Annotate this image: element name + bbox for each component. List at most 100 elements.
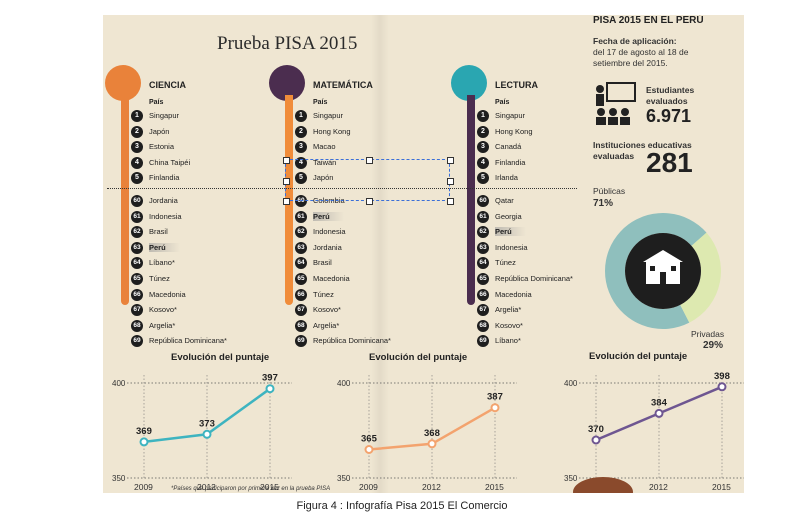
rank-number: 65 [131, 273, 143, 285]
rank-number: 62 [295, 226, 307, 239]
data-label: 397 [262, 373, 278, 384]
y-tick-label: 350 [337, 474, 351, 483]
rank-number: 62 [131, 226, 143, 239]
rank-row: 62 Brasil [131, 226, 168, 239]
rank-row: 3 Canadá [477, 141, 521, 153]
rank-row: 62 Perú [477, 226, 526, 239]
country-name: Kosovo* [149, 305, 177, 315]
donut-slice [680, 232, 721, 323]
rank-number: 2 [295, 125, 307, 138]
rank-row: 69 República Dominicana* [131, 335, 227, 348]
rank-row: 1 Singapur [131, 110, 179, 122]
country-name: Jordania [313, 242, 342, 252]
rank-number: 69 [131, 335, 143, 348]
infographic-title: Prueba PISA 2015 [217, 33, 358, 54]
instituciones-label: Instituciones educativas [593, 140, 692, 150]
country-name: Singapur [313, 110, 344, 120]
score-line-charts: 400 350 369 2009 373 2012 397 2015 400 350 365 2009… [112, 371, 744, 492]
rank-number: 60 [477, 195, 489, 207]
rank-number: 65 [295, 273, 307, 285]
x-tick-label: 2015 [485, 482, 504, 492]
pais-label: País [149, 99, 164, 106]
data-label: 384 [651, 397, 668, 408]
rank-number: 2 [477, 125, 489, 138]
rank-number: 66 [295, 288, 307, 301]
x-tick-label: 2009 [359, 482, 378, 492]
data-point [591, 435, 601, 445]
country-name: Taiwán [313, 157, 337, 167]
rank-row: 65 Macedonia [295, 273, 350, 285]
selection-handle[interactable] [283, 157, 290, 164]
rank-number: 63 [131, 241, 143, 254]
country-name: Perú [313, 211, 344, 221]
rank-number: 61 [295, 210, 307, 223]
rank-number: 2 [131, 125, 143, 138]
rank-row: 67 Argelia* [477, 304, 522, 317]
rank-row: 1 Singapur [295, 110, 343, 122]
rank-number: 5 [131, 172, 143, 184]
data-label: 373 [199, 418, 215, 429]
selection-box[interactable] [285, 159, 450, 201]
rank-row: 63 Indonesia [477, 241, 528, 254]
country-name: Japón [149, 126, 170, 136]
selection-handle[interactable] [366, 157, 373, 164]
selection-handle[interactable] [366, 198, 373, 205]
instituciones-value: 281 [646, 147, 693, 178]
rank-number: 5 [477, 172, 489, 184]
rank-row: 69 Líbano* [477, 335, 521, 348]
rank-row: 4 China Taipéi [131, 156, 191, 169]
rank-number: 66 [131, 288, 143, 301]
country-name: Hong Kong [495, 126, 533, 136]
y-tick-label: 400 [564, 379, 578, 388]
page-fold [371, 15, 389, 493]
data-point [654, 408, 664, 418]
selection-handle[interactable] [447, 198, 454, 205]
rank-row: 63 Jordania [295, 241, 342, 254]
rank-number: 4 [131, 156, 143, 169]
column-heading: CIENCIA [149, 80, 187, 90]
data-point [265, 384, 275, 394]
data-point [490, 403, 500, 413]
rank-number: 68 [295, 319, 307, 332]
rank-row: 2 Japón [131, 125, 170, 138]
x-tick-label: 2012 [649, 482, 668, 492]
country-name: China Taipéi [149, 157, 191, 167]
figure-caption: Figura 4 : Infografía Pisa 2015 El Comer… [296, 500, 508, 512]
selection-handle[interactable] [447, 157, 454, 164]
country-name: Brasil [149, 227, 168, 237]
y-tick-label: 400 [112, 379, 126, 388]
rank-row: 2 Hong Kong [477, 125, 533, 138]
chart2-title: Evolución del puntaje [369, 352, 468, 363]
country-name: Qatar [495, 195, 514, 205]
column-heading: LECTURA [495, 80, 538, 90]
rank-number: 63 [295, 241, 307, 254]
country-name: Indonesia [495, 242, 528, 252]
country-name: Líbano* [495, 336, 521, 346]
rank-number: 64 [295, 257, 307, 270]
selection-handle[interactable] [447, 178, 454, 185]
rank-row: 66 Macedonia [477, 288, 532, 301]
selection-handle[interactable] [283, 198, 290, 205]
country-name: Perú [149, 242, 180, 252]
rank-number: 63 [477, 241, 489, 254]
country-name: Jordania [149, 195, 178, 205]
rank-row: 69 República Dominicana* [295, 335, 391, 348]
rank-row: 5 Japón [295, 172, 333, 184]
rank-number: 66 [477, 288, 489, 301]
rank-row: 60 Jordania [131, 195, 178, 207]
fecha-line1: del 17 de agosto al 18 de [593, 47, 689, 57]
rank-row: 1 Singapur [477, 110, 525, 122]
students-icon [596, 82, 636, 125]
selection-handle[interactable] [283, 178, 290, 185]
country-name: Líbano* [149, 258, 175, 268]
footnote: *Países que participaron por primera vez… [171, 486, 331, 492]
rank-row: 66 Macedonia [131, 288, 186, 301]
data-point [139, 437, 149, 447]
rank-row: 62 Indonesia [295, 226, 346, 239]
infographic: Prueba PISA 2015 CIENCIA País 1 Singapur 2 Ja… [103, 15, 744, 493]
country-name: Macedonia [495, 289, 532, 299]
country-name: Argelia* [495, 305, 522, 315]
rank-number: 68 [131, 319, 143, 332]
country-name: Finlandia [495, 157, 526, 167]
fecha-line2: setiembre del 2015. [593, 58, 668, 68]
